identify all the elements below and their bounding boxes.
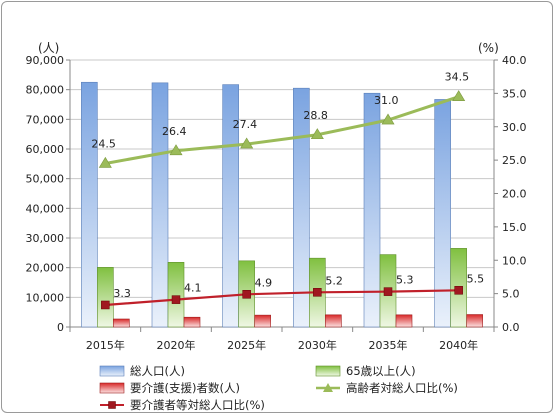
x-axis: 2015年 2020年 2025年 2030年 2035年 2040年: [69, 326, 495, 352]
right-tick-label: 10.0: [502, 254, 527, 267]
right-tick-label: 5.0: [502, 288, 520, 301]
left-axis-unit: (人): [38, 41, 59, 55]
marker-care-ratio: [101, 300, 110, 310]
right-tick-label: 35.0: [502, 87, 527, 100]
data-label-elderly-ratio: 31.0: [374, 94, 399, 107]
line-care-ratio: [105, 289, 459, 307]
data-label-elderly-ratio: 26.4: [162, 125, 187, 138]
left-tick-label: 90,000: [26, 54, 65, 67]
x-tick-label: 2035年: [369, 338, 408, 352]
right-tick-label: 20.0: [502, 188, 527, 201]
line-elderly-ratio: [105, 95, 460, 165]
right-tick-label: 15.0: [502, 221, 527, 234]
right-tick-label: 25.0: [502, 154, 527, 167]
right-axis: (%) 0.0 5.0 10.0 15.0 20.0 25.0 30.0 35.0 40.0: [478, 41, 527, 334]
data-label-care-ratio: 4.1: [184, 282, 202, 295]
legend-swatch-total-population: [99, 365, 125, 377]
left-tick-label: 40,000: [26, 202, 65, 215]
left-axis: (人) 0 10,000 20,000 30,000 40,000 50,000 60,00…: [26, 41, 71, 334]
legend: 総人口(人) 65歳以上(人) 要介護(支援)者数(人) 高齢者対総人口比(%)…: [99, 364, 458, 412]
legend-marker-care-ratio: [108, 401, 116, 409]
bar-care-recipients: [254, 314, 271, 328]
x-tick-label: 2040年: [439, 338, 478, 352]
data-label-elderly-ratio: 24.5: [91, 137, 116, 150]
left-tick-label: 50,000: [26, 173, 65, 186]
legend-label-care-recipients: 要介護(支援)者数(人): [130, 381, 240, 395]
legend-label-care-ratio: 要介護者等対総人口比(%): [130, 398, 265, 412]
data-label-care-ratio: 3.3: [113, 287, 131, 300]
legend-label-total-population: 総人口(人): [130, 364, 185, 378]
bar-total-population: [81, 81, 98, 328]
bar-65-over: [97, 267, 114, 328]
x-tick-label: 2030年: [298, 338, 337, 352]
x-tick-label: 2015年: [86, 338, 125, 352]
legend-marker-elderly-ratio: [323, 383, 333, 392]
data-label-care-ratio: 5.2: [325, 274, 343, 287]
legend-label-65-over: 65歳以上(人): [346, 364, 416, 378]
bar-65-over: [167, 262, 185, 328]
marker-care-ratio: [313, 288, 322, 297]
marker-elderly-ratio: [98, 156, 112, 168]
bar-total-population: [151, 82, 169, 328]
right-tick-label: 30.0: [502, 121, 527, 134]
bar-total-population: [434, 99, 451, 328]
marker-elderly-ratio: [169, 144, 183, 156]
marker-elderly-ratio: [452, 90, 466, 102]
left-tick-label: 60,000: [26, 143, 65, 156]
right-tick-label: 0.0: [502, 321, 520, 334]
left-tick-label: 10,000: [26, 291, 65, 304]
bar-care-recipients: [113, 318, 130, 328]
right-axis-unit: (%): [478, 41, 499, 55]
marker-elderly-ratio: [381, 113, 395, 125]
marker-elderly-ratio: [310, 128, 324, 140]
data-label-elderly-ratio: 28.8: [303, 109, 328, 122]
data-label-elderly-ratio: 34.5: [445, 71, 470, 84]
marker-care-ratio: [383, 287, 393, 296]
bar-care-recipients: [183, 316, 201, 328]
left-tick-label: 30,000: [26, 232, 65, 245]
marker-care-ratio: [454, 286, 463, 295]
marker-care-ratio: [171, 295, 181, 304]
data-label-care-ratio: 5.3: [396, 274, 414, 287]
marker-elderly-ratio: [240, 137, 254, 149]
right-tick-label: 40.0: [502, 54, 527, 67]
bar-total-population: [293, 87, 310, 328]
marker-care-ratio: [242, 290, 251, 299]
x-tick-label: 2025年: [227, 338, 266, 352]
bar-care-recipients: [325, 314, 342, 328]
legend-swatch-care-recipients: [99, 382, 125, 394]
left-tick-label: 70,000: [26, 113, 65, 126]
left-tick-label: 80,000: [26, 84, 65, 97]
legend-swatch-65-over: [315, 365, 341, 377]
bar-care-recipients: [466, 314, 483, 328]
left-tick-label: 20,000: [26, 262, 65, 275]
data-labels: 24.5 26.4 27.4 28.8 31.0 34.5 3.3 4.1 4.9 5.2 5.3 5…: [91, 71, 484, 300]
data-label-elderly-ratio: 27.4: [233, 118, 258, 131]
data-label-care-ratio: 5.5: [467, 272, 485, 285]
left-tick-label: 0: [57, 321, 64, 334]
legend-label-elderly-ratio: 高齢者対総人口比(%): [346, 381, 458, 395]
gridlines: [70, 59, 494, 298]
bar-total-population: [363, 92, 381, 328]
data-label-care-ratio: 4.9: [255, 276, 273, 289]
lines: [98, 90, 466, 310]
x-tick-label: 2020年: [157, 338, 196, 352]
bar-care-recipients: [395, 314, 413, 328]
bars: [81, 81, 483, 328]
